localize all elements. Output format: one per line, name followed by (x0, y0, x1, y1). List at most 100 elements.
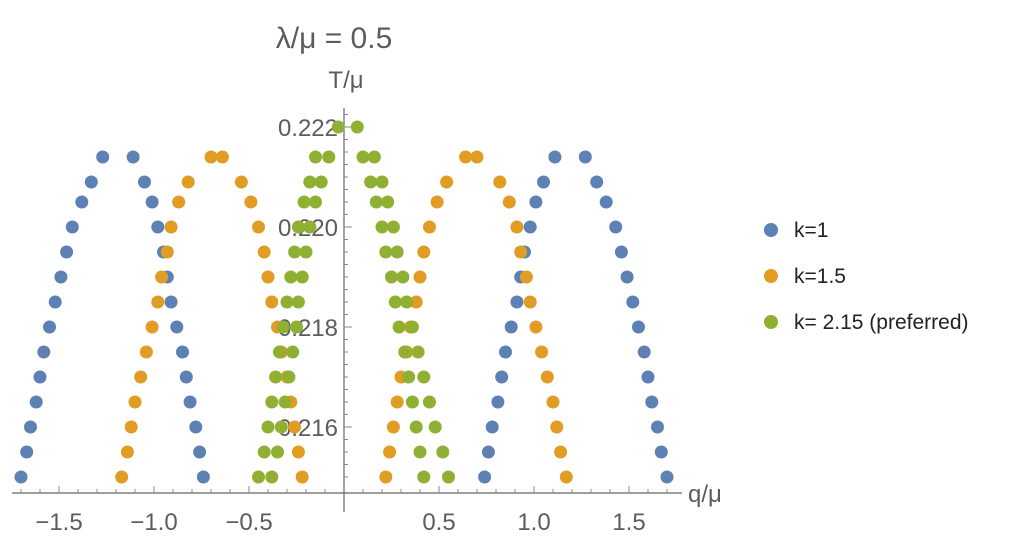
x-tick-label: −0.5 (225, 509, 272, 536)
data-point-series-3 (280, 295, 294, 309)
data-point-series-3 (350, 120, 364, 134)
data-point-series-2 (514, 245, 528, 259)
data-point-series-1 (499, 345, 512, 359)
data-point-series-3 (436, 445, 450, 459)
data-point-series-1 (170, 320, 184, 334)
data-point-series-3 (411, 345, 425, 359)
data-point-series-2 (164, 220, 178, 234)
data-point-series-1 (24, 420, 37, 434)
data-points (14, 120, 674, 484)
data-point-series-1 (660, 470, 674, 484)
data-point-series-3 (417, 370, 431, 384)
data-point-series-1 (151, 220, 165, 234)
data-point-series-1 (645, 395, 659, 409)
data-point-series-1 (599, 195, 613, 209)
data-point-series-2 (459, 150, 473, 164)
y-tick-label: 0.216 (278, 415, 338, 442)
data-point-series-2 (510, 220, 524, 234)
data-point-series-3 (252, 470, 265, 484)
chart-title: λ/μ = 0.5 (276, 22, 393, 55)
data-point-series-2 (493, 175, 507, 189)
data-point-series-1 (84, 175, 98, 189)
data-point-series-1 (176, 345, 189, 359)
y-axis-label: T/μ (328, 67, 363, 94)
x-axis-label: q/μ (688, 481, 722, 508)
data-point-series-1 (641, 370, 655, 384)
data-point-series-2 (390, 395, 404, 409)
data-point-series-2 (244, 195, 258, 209)
data-point-series-3 (398, 345, 412, 359)
data-point-series-1 (491, 395, 505, 409)
data-point-series-2 (204, 150, 218, 164)
data-point-series-3 (379, 245, 393, 259)
data-point-series-1 (138, 175, 151, 189)
data-point-series-1 (495, 370, 509, 384)
data-point-series-2 (423, 220, 436, 234)
data-point-series-1 (548, 150, 562, 164)
data-point-series-1 (33, 370, 47, 384)
data-point-series-1 (632, 320, 645, 334)
data-point-series-3 (386, 220, 400, 234)
data-point-series-3 (291, 295, 305, 309)
data-point-series-3 (375, 220, 389, 234)
data-point-series-3 (413, 445, 427, 459)
data-point-series-2 (519, 270, 533, 284)
data-point-series-3 (261, 420, 275, 434)
data-point-series-2 (234, 175, 248, 189)
data-point-series-1 (60, 245, 74, 259)
data-point-series-2 (413, 270, 427, 284)
data-point-series-2 (115, 470, 129, 484)
data-point-series-1 (510, 295, 524, 309)
data-point-series-2 (546, 395, 560, 409)
data-point-series-3 (286, 345, 300, 359)
data-point-series-3 (265, 395, 279, 409)
y-tick-label: 0.222 (278, 115, 338, 142)
data-point-series-3 (284, 270, 298, 284)
data-point-series-2 (559, 470, 573, 484)
data-point-series-2 (160, 245, 174, 259)
data-point-series-3 (400, 295, 414, 309)
data-point-series-3 (257, 445, 271, 459)
legend-label-series-3: k= 2.15 (preferred) (794, 311, 969, 334)
x-tick-label: −1.0 (130, 509, 177, 536)
data-point-series-3 (369, 195, 383, 209)
data-point-series-3 (297, 195, 311, 209)
legend-marker-series-2 (764, 269, 778, 283)
data-point-series-1 (20, 445, 34, 459)
data-point-series-2 (529, 320, 543, 334)
x-axis-ticks: −1.5 −1.0 −0.5 0.5 1.0 1.5 (20, 486, 668, 536)
data-point-series-3 (331, 120, 345, 134)
data-point-series-3 (375, 175, 389, 189)
data-point-series-1 (529, 195, 543, 209)
data-point-series-3 (309, 150, 322, 164)
data-point-series-3 (295, 270, 309, 284)
data-point-series-3 (299, 245, 313, 259)
data-point-series-3 (405, 320, 419, 334)
data-point-series-2 (172, 195, 186, 209)
data-point-series-1 (578, 150, 592, 164)
data-point-series-3 (390, 245, 404, 259)
data-point-series-2 (155, 270, 169, 284)
data-point-series-2 (120, 445, 134, 459)
legend-marker-series-3 (764, 315, 778, 329)
data-point-series-2 (252, 220, 265, 234)
data-point-series-3 (356, 150, 370, 164)
legend: k=1 k=1.5 k= 2.15 (preferred) (764, 219, 969, 334)
data-point-series-2 (261, 270, 275, 284)
data-point-series-1 (196, 470, 210, 484)
data-point-series-1 (637, 345, 651, 359)
legend-label-series-2: k=1.5 (794, 265, 846, 288)
legend-marker-series-1 (764, 223, 778, 237)
data-point-series-3 (276, 320, 290, 334)
data-point-series-2 (134, 370, 148, 384)
data-point-series-2 (430, 195, 444, 209)
data-point-series-2 (288, 420, 302, 434)
data-point-series-2 (470, 150, 484, 164)
data-point-series-2 (265, 295, 279, 309)
data-point-series-1 (145, 195, 159, 209)
data-point-series-3 (364, 175, 378, 189)
data-point-series-3 (409, 420, 423, 434)
data-point-series-1 (651, 420, 664, 434)
data-point-series-1 (65, 220, 79, 234)
